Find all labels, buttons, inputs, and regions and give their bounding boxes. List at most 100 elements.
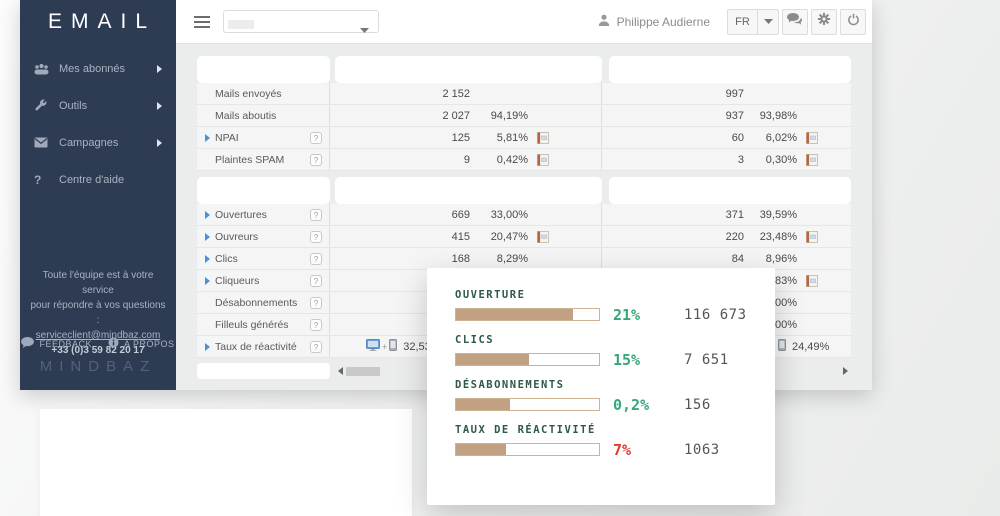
report-icon-slot[interactable] — [797, 275, 818, 287]
report-icon-slot[interactable] — [528, 132, 549, 144]
mobile-icon — [778, 338, 786, 356]
hamburger-menu-icon[interactable] — [194, 16, 210, 28]
report-icon-slot[interactable] — [528, 154, 549, 166]
metric-percent: 39,59% — [744, 209, 797, 221]
metric-label: CLICS — [455, 334, 775, 346]
summary-card-items: OUVERTURE 21% 116 673 CLICS 15% 7 651 DÉ… — [455, 289, 775, 457]
row-label-cell: Ouvertures ? — [197, 204, 330, 225]
metric-percent: 93,98% — [744, 110, 797, 122]
metric-percent: 7% — [613, 441, 672, 459]
metric-percent: 94,19% — [470, 110, 528, 122]
metric-row: 0,2% 156 — [455, 397, 775, 412]
report-icon-slot[interactable] — [528, 231, 549, 243]
metric-label: DÉSABONNEMENTS — [455, 379, 775, 391]
metric-percent: 0,2% — [613, 396, 672, 414]
power-icon — [847, 13, 860, 31]
row-label: Clics — [215, 253, 238, 265]
metric-label: OUVERTURE — [455, 289, 775, 301]
metric-cell: 371 39,59% — [602, 204, 851, 225]
metric-value: 220 — [602, 231, 744, 243]
sidebar-item-centre-d-aide[interactable]: ? Centre d'aide — [20, 161, 176, 198]
sidebar-item-campagnes[interactable]: Campagnes — [20, 124, 176, 161]
plus-sign: + — [382, 342, 387, 352]
horizontal-scrollbar-handle[interactable] — [346, 367, 380, 376]
gear-icon — [817, 12, 831, 31]
row-label-cell: Mails envoyés — [197, 83, 330, 104]
progress-bar-fill — [456, 309, 573, 320]
header-cell-blank — [609, 177, 851, 204]
sidebar-item-label: Outils — [59, 100, 87, 112]
metric-label: TAUX DE RÉACTIVITÉ — [455, 424, 775, 436]
metric-percent: 5,81% — [470, 132, 528, 144]
metric-count: 1063 — [684, 442, 720, 458]
user-menu[interactable]: Philippe Audierne — [598, 14, 710, 29]
help-icon[interactable]: ? — [310, 341, 322, 353]
progress-bar-fill — [456, 444, 506, 455]
metric-percent: 21% — [613, 306, 672, 324]
header-cell-blank — [197, 177, 330, 204]
expand-triangle-icon[interactable] — [205, 255, 210, 263]
app-logo: EMAIL — [20, 0, 176, 44]
feedback-button[interactable]: FEEDBACK — [21, 337, 92, 350]
campaign-select[interactable] — [223, 10, 379, 33]
report-icon-slot[interactable] — [797, 154, 818, 166]
scroll-right-arrow-icon[interactable] — [843, 367, 848, 375]
expand-triangle-icon[interactable] — [205, 233, 210, 241]
report-icon-slot[interactable] — [797, 132, 818, 144]
help-icon[interactable]: ? — [310, 154, 322, 166]
envelope-icon — [34, 137, 51, 148]
sidebar-menu: Mes abonnés Outils Campagnes ? Centre d'… — [20, 44, 176, 198]
metric-value: 84 — [602, 253, 744, 265]
language-select[interactable]: FR — [727, 9, 779, 35]
metric-row: 21% 116 673 — [455, 307, 775, 322]
chat-button[interactable] — [782, 9, 808, 35]
about-button[interactable]: A PROPOS — [108, 337, 175, 350]
expand-triangle-icon[interactable] — [205, 277, 210, 285]
row-label: Plaintes SPAM — [215, 154, 284, 166]
help-icon[interactable]: ? — [310, 231, 322, 243]
scroll-left-arrow-icon[interactable] — [338, 367, 343, 375]
expand-triangle-icon[interactable] — [205, 134, 210, 142]
metric-cell: 125 5,81% — [330, 127, 602, 148]
help-icon[interactable]: ? — [310, 132, 322, 144]
question-icon: ? — [34, 173, 51, 187]
metric-cell: 2 152 — [330, 83, 602, 104]
row-label-cell: Ouvreurs ? — [197, 226, 330, 247]
metric-cell: 997 — [602, 83, 851, 104]
power-button[interactable] — [840, 9, 866, 35]
progress-bar-fill — [456, 354, 529, 365]
row-label: Ouvreurs — [215, 231, 258, 243]
progress-bar — [455, 398, 600, 411]
expand-triangle-icon[interactable] — [205, 211, 210, 219]
row-label-cell: Mails aboutis — [197, 105, 330, 126]
sidebar-item-outils[interactable]: Outils — [20, 87, 176, 124]
table-row: Ouvertures ? 669 33,00% 371 39,59% — [197, 204, 851, 226]
sidebar-item-mes-abonn-s[interactable]: Mes abonnés — [20, 50, 176, 87]
metric-row: 7% 1063 — [455, 442, 775, 457]
gear-button[interactable] — [811, 9, 837, 35]
header-cell-blank — [335, 177, 602, 204]
topbar-buttons: FR — [727, 9, 866, 35]
help-icon[interactable]: ? — [310, 275, 322, 287]
header-cell-blank — [609, 56, 851, 83]
metric-value: 24,49% — [792, 341, 829, 353]
metric-value: 415 — [330, 231, 470, 243]
metric-cell: 937 93,98% — [602, 105, 851, 126]
header-cell-blank — [335, 56, 602, 83]
row-label: Filleuls générés — [215, 319, 289, 331]
table-row: Mails envoyés 2 152 997 — [197, 83, 851, 105]
support-text-line2: pour répondre à vos questions : — [30, 300, 165, 326]
metric-count: 116 673 — [684, 307, 747, 323]
metric-percent: 6,02% — [744, 132, 797, 144]
table-row: Plaintes SPAM ? 9 0,42% 3 0,30% — [197, 149, 851, 171]
metric-value: 669 — [330, 209, 470, 221]
metric-value: 168 — [330, 253, 470, 265]
help-icon[interactable]: ? — [310, 297, 322, 309]
help-icon[interactable]: ? — [310, 319, 322, 331]
expand-triangle-icon[interactable] — [205, 343, 210, 351]
wrench-icon — [34, 99, 51, 112]
metric-value: 2 027 — [330, 110, 470, 122]
help-icon[interactable]: ? — [310, 253, 322, 265]
report-icon-slot[interactable] — [797, 231, 818, 243]
help-icon[interactable]: ? — [310, 209, 322, 221]
